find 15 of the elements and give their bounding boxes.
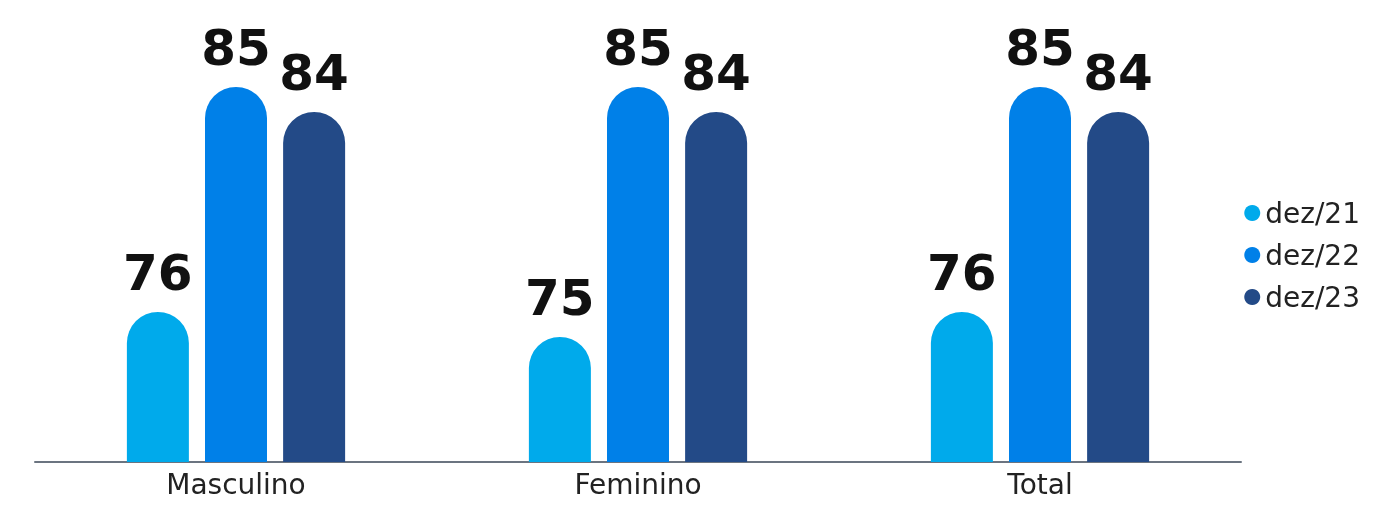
data-label: 75 xyxy=(525,269,595,327)
data-label: 85 xyxy=(201,19,271,77)
legend-label: dez/22 xyxy=(1265,238,1361,272)
x-tick-label: Masculino xyxy=(166,467,306,501)
data-label: 76 xyxy=(123,244,193,302)
data-label: 84 xyxy=(279,44,349,102)
data-label: 85 xyxy=(603,19,673,77)
data-label: 84 xyxy=(1083,44,1153,102)
x-tick-label: Feminino xyxy=(574,467,702,501)
legend-label: dez/21 xyxy=(1265,196,1361,230)
x-tick-label: Total xyxy=(1006,467,1073,501)
data-label: 76 xyxy=(927,244,997,302)
legend-label: dez/23 xyxy=(1265,280,1361,314)
data-label: 84 xyxy=(681,44,751,102)
data-label: 85 xyxy=(1005,19,1075,77)
